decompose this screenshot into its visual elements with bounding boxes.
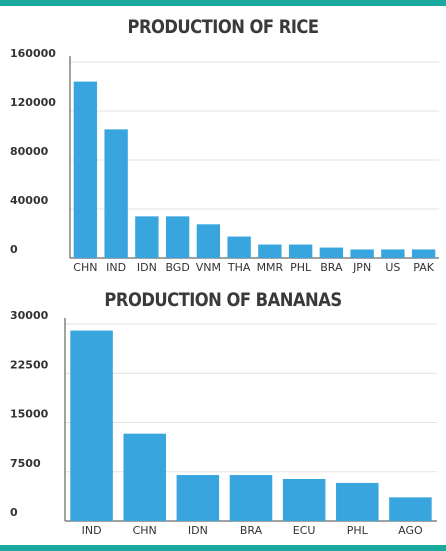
banana-y-tick-label: 7500: [10, 457, 41, 470]
rice-x-tick-label: JPN: [352, 261, 371, 274]
rice-bar: [258, 244, 282, 258]
rice-chart: 0 40000 80000 120000 160000 CHN IND IDN BGD VNM TH…: [10, 47, 439, 274]
banana-bar: [123, 433, 166, 521]
banana-chart-title: PRODUCTION OF BANANAS: [104, 289, 342, 311]
banana-x-tick-label: ECU: [293, 524, 316, 537]
banana-bar: [389, 497, 432, 521]
banana-bar: [282, 478, 326, 521]
banana-bar: [336, 482, 379, 521]
rice-bar: [73, 81, 98, 258]
rice-bar: [411, 249, 436, 258]
banana-x-tick-label: BRA: [240, 524, 263, 537]
rice-x-tick-label: MMR: [257, 261, 284, 274]
rice-x-tick-label: PHL: [290, 261, 312, 274]
banana-x-tick-label: IDN: [188, 524, 208, 537]
rice-bar: [288, 244, 313, 258]
rice-bar: [227, 236, 251, 258]
rice-x-tick-label: THA: [227, 261, 251, 274]
banana-y-tick-label: 30000: [10, 309, 49, 322]
rice-x-tick-label: IDN: [137, 261, 157, 274]
rice-y-tick-label: 160000: [10, 47, 56, 60]
rice-x-tick-label: IND: [106, 261, 126, 274]
rice-x-tick-label: US: [385, 261, 400, 274]
banana-y-tick-label: 22500: [10, 358, 49, 371]
rice-y-tick-label: 40000: [10, 194, 49, 207]
rice-chart-title: PRODUCTION OF RICE: [127, 16, 319, 38]
rice-y-tick-label: 80000: [10, 145, 49, 158]
rice-x-tick-label: BGD: [165, 261, 189, 274]
banana-x-tick-label: IND: [82, 524, 102, 537]
banana-chart: 0 7500 15000 22500 30000 IND CHN IDN BRA ECU PHL AG…: [10, 309, 437, 537]
banana-y-tick-label: 0: [10, 506, 18, 519]
rice-bar: [135, 216, 159, 258]
rice-bar: [196, 224, 221, 258]
banana-x-tick-label: AGO: [398, 524, 423, 537]
rice-x-tick-label: VNM: [196, 261, 221, 274]
banana-x-tick-label: PHL: [347, 524, 369, 537]
rice-y-tick-label: 0: [10, 243, 18, 256]
rice-bar: [350, 249, 374, 258]
banana-bar: [70, 330, 113, 521]
rice-bar: [165, 216, 190, 258]
rice-x-tick-label: PAK: [413, 261, 434, 274]
banana-bar: [176, 475, 220, 521]
rice-bar: [104, 129, 128, 258]
rice-x-tick-label: BRA: [320, 261, 343, 274]
banana-y-tick-label: 15000: [10, 408, 49, 421]
rice-bar: [381, 249, 405, 258]
rice-y-tick-label: 120000: [10, 96, 56, 109]
rice-bar: [319, 247, 344, 258]
rice-x-tick-label: CHN: [73, 261, 97, 274]
banana-bar: [229, 475, 273, 521]
banana-x-tick-label: CHN: [133, 524, 157, 537]
